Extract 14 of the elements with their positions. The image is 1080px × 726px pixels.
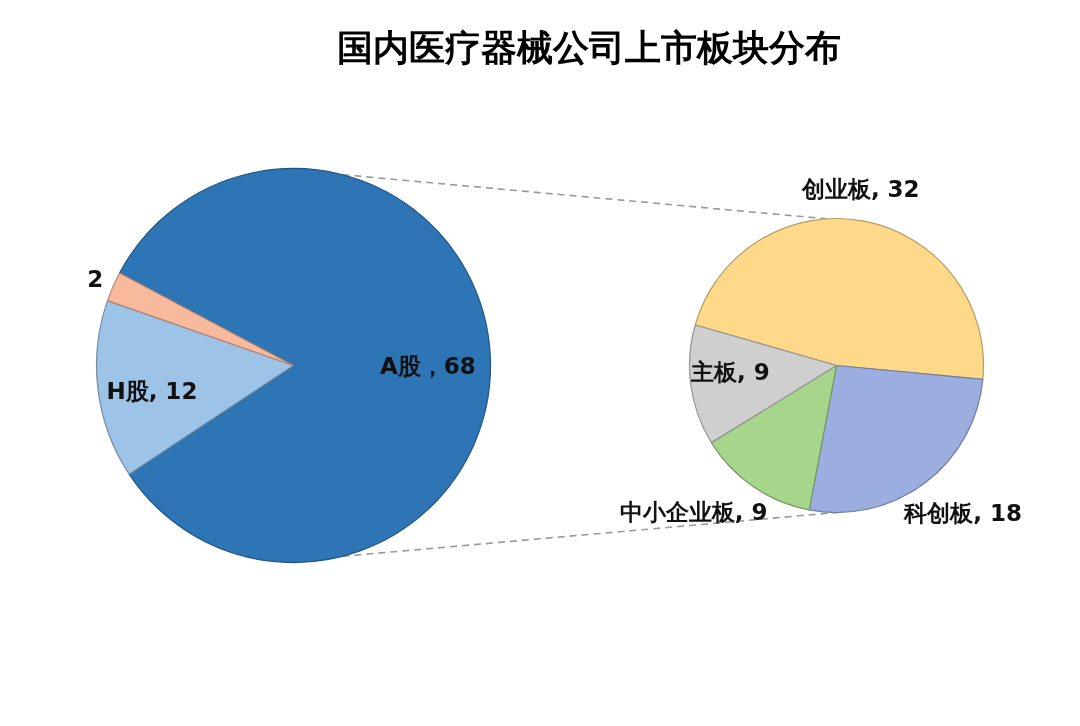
data-label: 2	[87, 266, 104, 293]
text: 国内医疗器械公司上市板块分布	[336, 27, 841, 68]
slice-label: 中小企业板	[619, 498, 736, 525]
slice-label: 创业板	[800, 175, 872, 202]
slice-label: A股	[380, 353, 422, 380]
slice-label: H股	[106, 377, 150, 404]
slice-label: 主板	[689, 359, 738, 386]
data-label: , 18	[973, 500, 1023, 527]
data-label: , 12	[148, 377, 198, 404]
data-label: , 9	[736, 359, 770, 386]
slice-label: 科创板	[903, 500, 975, 527]
data-label: , 32	[870, 175, 920, 202]
data-label: ，68	[420, 353, 476, 380]
data-label: , 9	[734, 498, 768, 525]
